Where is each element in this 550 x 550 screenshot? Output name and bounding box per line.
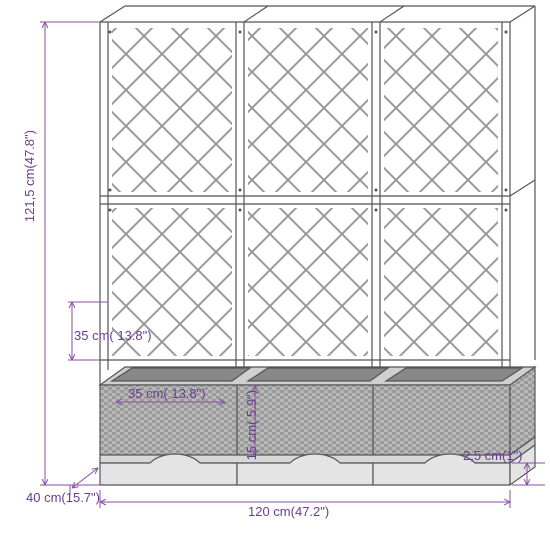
dim-upper-trellis: 35 cm( 13.8") bbox=[74, 328, 152, 343]
dim-feet: 2,5 cm(1") bbox=[463, 448, 523, 463]
planter bbox=[100, 367, 535, 485]
product-drawing bbox=[0, 0, 550, 550]
diagram-root: 121,5 cm(47.8") 35 cm( 13.8") 35 cm( 13.… bbox=[0, 0, 550, 550]
dim-inner-width: 35 cm( 13.8") bbox=[128, 386, 206, 401]
dim-depth: 40 cm(15.7") bbox=[26, 490, 100, 505]
trellis-structure bbox=[100, 6, 535, 385]
dim-total-height: 121,5 cm(47.8") bbox=[22, 130, 37, 222]
dim-planter-height: 15 cm( 5.9") bbox=[244, 390, 259, 460]
dim-width: 120 cm(47.2") bbox=[248, 504, 329, 519]
